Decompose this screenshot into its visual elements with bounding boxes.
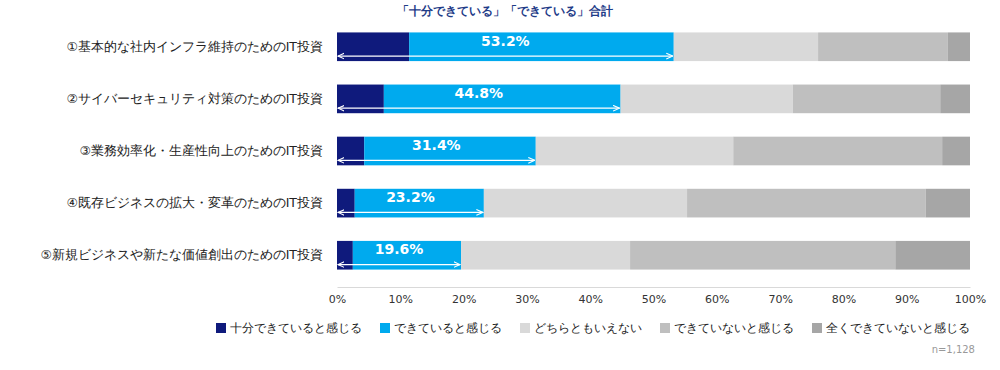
sample-note: n=1,128	[932, 344, 975, 355]
y-tick-label: ③業務効率化・生産性向上のためのIT投資	[79, 143, 323, 158]
x-tick-label: 90%	[895, 293, 919, 306]
bar-segment	[353, 241, 461, 270]
x-axis: 0% 10% 20% 30% 40% 50% 60% 70% 80% 90% 100%	[329, 287, 986, 306]
bars	[337, 32, 970, 269]
bar-segment	[948, 32, 970, 61]
bar-segment	[926, 189, 970, 218]
bar-segment	[940, 85, 970, 114]
legend-item: 全くできていないと感じる	[812, 321, 970, 335]
bar-segment	[409, 32, 674, 61]
x-tick: 0%	[329, 287, 346, 306]
legend-swatch	[812, 323, 822, 333]
x-tick: 70%	[768, 287, 792, 306]
y-tick: ④既存ビジネスの拡大・変革のためのIT投資	[66, 195, 337, 210]
total-arrow	[338, 160, 535, 161]
total-label: 23.2%	[386, 189, 435, 205]
bar-segment	[364, 137, 536, 166]
x-tick: 30%	[515, 287, 539, 306]
bar-segment	[337, 85, 384, 114]
y-tick-label: ④既存ビジネスの拡大・変革のためのIT投資	[66, 195, 323, 210]
legend-item: 十分できていると感じる	[216, 321, 362, 335]
x-axis-line	[338, 287, 971, 288]
total-labels: 53.2% 44.8% 31.4% 23.2% 19.6%	[375, 33, 530, 257]
bar-segment	[355, 189, 484, 218]
bar-segment	[337, 241, 353, 270]
x-tick: 40%	[578, 287, 602, 306]
bar-segment	[337, 137, 364, 166]
total-arrow	[338, 108, 620, 109]
y-tick-label: ①基本的な社内インフラ維持のためのIT投資	[66, 39, 323, 54]
x-tick-label: 80%	[832, 293, 856, 306]
total-label: 44.8%	[455, 85, 504, 101]
x-tick: 20%	[452, 287, 476, 306]
bar-segment	[630, 241, 895, 270]
bar-segment	[674, 32, 818, 61]
bar-segment	[733, 137, 942, 166]
bar-segment	[895, 241, 970, 270]
legend-label: 十分できていると感じる	[230, 321, 362, 335]
bar-segment	[621, 85, 793, 114]
total-label: 31.4%	[412, 137, 461, 153]
bar-segment	[793, 85, 940, 114]
x-tick-label: 40%	[578, 293, 602, 306]
bar-segment	[484, 189, 687, 218]
x-tick: 100%	[955, 287, 986, 306]
legend-item: できていると感じる	[380, 321, 502, 335]
y-tick: ③業務効率化・生産性向上のためのIT投資	[79, 143, 337, 158]
legend-swatch	[660, 323, 670, 333]
total-arrow	[338, 55, 673, 56]
total-label: 19.6%	[375, 241, 424, 257]
legend-label: どちらともいえない	[534, 321, 642, 335]
annotation-title: 「十分できている」「できている」合計	[397, 4, 613, 18]
total-label: 53.2%	[481, 33, 530, 49]
legend-swatch	[380, 323, 390, 333]
x-tick-label: 20%	[452, 293, 476, 306]
x-tick-label: 10%	[389, 293, 413, 306]
legend: 十分できていると感じる できていると感じる どちらともいえない できていないと感じる 全…	[216, 321, 970, 335]
y-tick: ①基本的な社内インフラ維持のためのIT投資	[66, 39, 337, 54]
bar-segment	[461, 241, 630, 270]
chart: 53.2% 44.8% 31.4% 23.2% 19.6% 「十分できている」「できている…	[0, 0, 1000, 370]
x-tick: 50%	[642, 287, 666, 306]
y-tick: ⑤新規ビジネスや新たな価値創出のためのIT投資	[40, 247, 337, 262]
legend-item: できていないと感じる	[660, 321, 794, 335]
legend-label: できていると感じる	[394, 321, 502, 335]
legend-label: できていないと感じる	[674, 321, 794, 335]
bar-segment	[687, 189, 926, 218]
x-tick-label: 0%	[329, 293, 346, 306]
x-tick-label: 50%	[642, 293, 666, 306]
bar-segment	[337, 32, 409, 61]
x-tick-label: 100%	[955, 293, 986, 306]
y-tick-label: ②サイバーセキュリティ対策のためのIT投資	[66, 91, 323, 106]
y-tick-label: ⑤新規ビジネスや新たな価値創出のためのIT投資	[40, 247, 323, 262]
x-tick: 80%	[832, 287, 856, 306]
bar-segment	[536, 137, 733, 166]
bar-segment	[942, 137, 970, 166]
legend-label: 全くできていないと感じる	[826, 321, 970, 335]
legend-swatch	[520, 323, 530, 333]
x-tick: 10%	[389, 287, 413, 306]
bar-segment	[818, 32, 948, 61]
legend-swatch	[216, 323, 226, 333]
y-tick: ②サイバーセキュリティ対策のためのIT投資	[66, 91, 337, 106]
y-axis: ①基本的な社内インフラ維持のためのIT投資 ②サイバーセキュリティ対策のためのIT…	[40, 39, 337, 262]
x-tick-label: 30%	[515, 293, 539, 306]
bar-segment	[384, 85, 621, 114]
bar-segment	[337, 189, 355, 218]
x-tick: 90%	[895, 287, 919, 306]
x-tick: 60%	[705, 287, 729, 306]
legend-item: どちらともいえない	[520, 321, 642, 335]
total-arrow	[338, 264, 460, 265]
total-arrow	[338, 212, 483, 213]
x-tick-label: 70%	[768, 293, 792, 306]
x-tick-label: 60%	[705, 293, 729, 306]
